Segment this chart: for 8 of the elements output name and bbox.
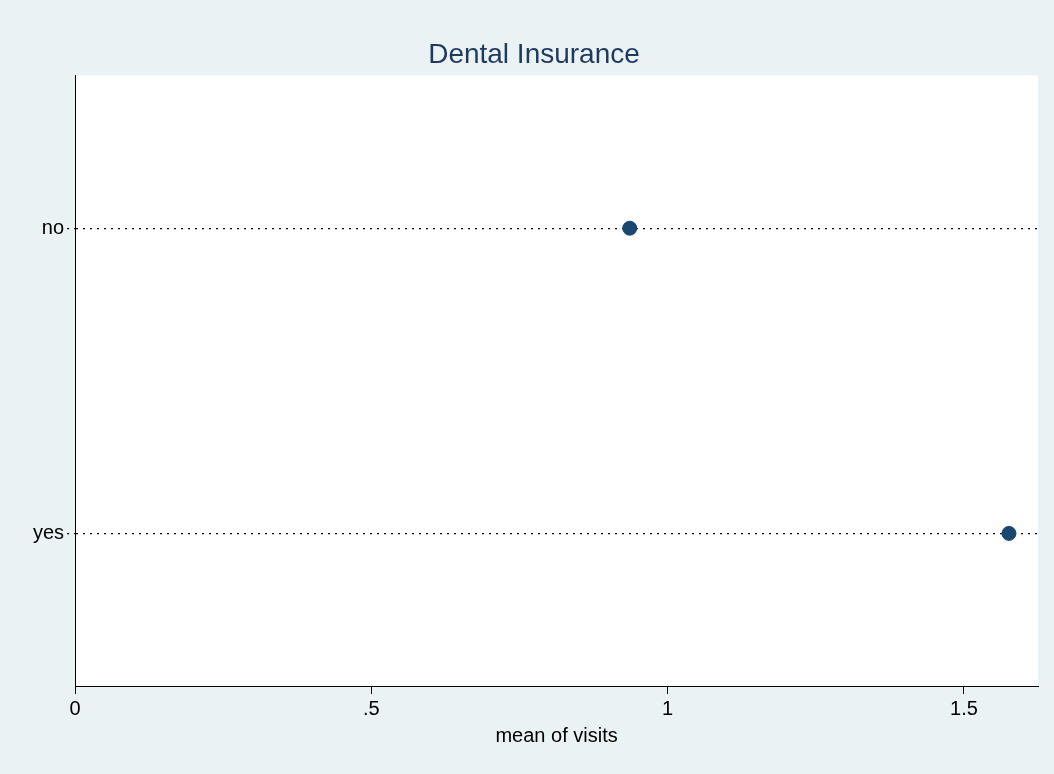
y-tick-label: no — [41, 215, 65, 238]
chart-title: Dental Insurance — [428, 37, 640, 69]
x-tick-label: 0 — [69, 696, 81, 719]
x-axis-title: mean of visits — [495, 723, 618, 746]
x-tick-label: 1 — [662, 696, 674, 719]
x-tick-label: 1.5 — [950, 696, 978, 719]
x-tick-label: .5 — [363, 696, 380, 719]
y-tick-label: yes — [33, 520, 65, 543]
